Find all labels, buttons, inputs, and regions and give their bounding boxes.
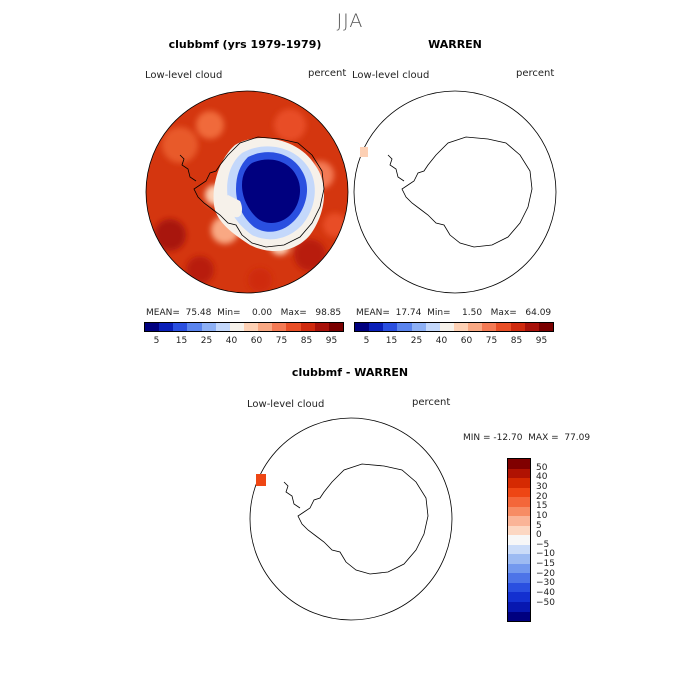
diff-colorbar-tick-label: −10 xyxy=(536,549,555,560)
diff-colorbar-tick-label: −50 xyxy=(536,597,555,608)
obs-colorbar-swatch-11 xyxy=(510,323,525,331)
diff-colorbar-swatch-3 xyxy=(508,487,530,498)
diff-panel-title: clubbmf - WARREN xyxy=(291,366,409,379)
diff-colorbar-tick-label: −40 xyxy=(536,588,555,599)
diff-colorbar-tick-label: −20 xyxy=(536,568,555,579)
diff-colorbar-tick-label: 15 xyxy=(536,501,548,512)
diff-colorbar-ticks: 50 40 30 20 15 10 5 0 −5 −10 −15 −20 −30 −40 −50 xyxy=(536,458,576,622)
model-colorbar-swatch-13 xyxy=(328,323,343,331)
diff-colorbar-tick-label: 50 xyxy=(536,462,548,473)
obs-units-label: percent xyxy=(516,68,555,79)
diff-colorbar-tick-label: 30 xyxy=(536,481,548,492)
model-variable-label: Low-level cloud xyxy=(145,70,223,81)
diff-colorbar-swatch-14 xyxy=(508,592,530,602)
obs-colorbar-tick-label: 95 xyxy=(535,336,548,346)
diff-variable-label: Low-level cloud xyxy=(247,399,325,410)
model-colorbar-swatch-0 xyxy=(145,323,160,331)
obs-colorbar-swatch-8 xyxy=(468,323,483,331)
obs-colorbar-swatch-2 xyxy=(383,323,398,331)
obs-colorbar-swatch-12 xyxy=(524,323,539,331)
season-title: JJA xyxy=(336,10,364,32)
model-colorbar-tick-label: 75 xyxy=(275,336,288,346)
model-colorbar-swatch-5 xyxy=(215,323,230,331)
model-colorbar-swatch-3 xyxy=(187,323,202,331)
diff-colorbar-swatch-11 xyxy=(508,563,530,574)
diff-polar-map xyxy=(249,417,453,621)
diff-colorbar-swatch-6 xyxy=(508,516,530,526)
obs-colorbar-tick-label: 15 xyxy=(385,336,398,346)
diff-colorbar-tick-label: −30 xyxy=(536,578,555,589)
model-colorbar xyxy=(144,322,344,332)
diff-colorbar-tick-label: 10 xyxy=(536,510,548,521)
obs-colorbar-swatch-5 xyxy=(425,323,440,331)
model-colorbar-tick-label: 85 xyxy=(300,336,313,346)
model-colorbar-swatch-12 xyxy=(314,323,329,331)
diff-minmax: MIN = -12.70 MAX = 77.09 xyxy=(463,433,591,443)
diff-units-label: percent xyxy=(412,397,451,408)
model-panel-title: clubbmf (yrs 1979-1979) xyxy=(168,38,322,51)
obs-panel-title: WARREN xyxy=(428,38,482,51)
model-colorbar-tick-label: 60 xyxy=(250,336,263,346)
model-colorbar-swatch-9 xyxy=(272,323,287,331)
diff-colorbar-swatch-5 xyxy=(508,506,530,517)
diff-colorbar-swatch-7 xyxy=(508,525,530,536)
obs-colorbar-swatch-7 xyxy=(453,323,469,331)
obs-colorbar xyxy=(354,322,554,332)
model-colorbar-swatch-8 xyxy=(258,323,273,331)
model-stats: MEAN= 75.48 Min= 0.00 Max= 98.85 xyxy=(146,308,342,318)
diff-colorbar-swatch-9 xyxy=(508,544,530,555)
model-colorbar-swatch-11 xyxy=(300,323,315,331)
model-colorbar-ticks: 5 15 25 40 60 75 85 95 xyxy=(144,336,344,348)
diff-colorbar-swatch-1 xyxy=(508,468,530,479)
obs-colorbar-swatch-0 xyxy=(355,323,370,331)
model-colorbar-swatch-6 xyxy=(229,323,244,331)
obs-colorbar-swatch-9 xyxy=(482,323,497,331)
obs-colorbar-swatch-1 xyxy=(369,323,384,331)
obs-colorbar-swatch-4 xyxy=(411,323,426,331)
diff-colorbar-swatch-15 xyxy=(508,601,530,612)
obs-colorbar-ticks: 5 15 25 40 60 75 85 95 xyxy=(354,336,554,348)
model-units-label: percent xyxy=(308,68,347,79)
diff-colorbar-tick-label: 40 xyxy=(536,472,548,483)
obs-colorbar-tick-label: 60 xyxy=(460,336,473,346)
obs-colorbar-tick-label: 25 xyxy=(410,336,423,346)
obs-polar-map xyxy=(353,90,557,294)
diff-colorbar-swatch-8 xyxy=(508,535,530,545)
diff-colorbar-swatch-13 xyxy=(508,582,530,593)
obs-colorbar-tick-label: 85 xyxy=(510,336,523,346)
obs-colorbar-swatch-10 xyxy=(496,323,511,331)
diff-colorbar-tick-label: −5 xyxy=(536,539,550,550)
diff-colorbar xyxy=(507,458,531,622)
diff-colorbar-tick-label: 5 xyxy=(536,520,542,531)
obs-colorbar-swatch-13 xyxy=(538,323,553,331)
diff-colorbar-tick-label: 0 xyxy=(536,530,542,541)
model-colorbar-tick-label: 40 xyxy=(225,336,238,346)
diff-colorbar-swatch-4 xyxy=(508,497,530,507)
model-colorbar-tick-label: 95 xyxy=(325,336,338,346)
diff-colorbar-tick-label: 20 xyxy=(536,491,548,502)
diff-colorbar-swatch-12 xyxy=(508,573,530,583)
diff-colorbar-tick-label: −15 xyxy=(536,559,555,570)
obs-colorbar-swatch-6 xyxy=(439,323,454,331)
obs-colorbar-swatch-3 xyxy=(397,323,412,331)
model-colorbar-tick-label: 5 xyxy=(153,336,160,346)
diff-colorbar-swatch-10 xyxy=(508,554,530,564)
model-colorbar-tick-label: 25 xyxy=(200,336,213,346)
obs-stats: MEAN= 17.74 Min= 1.50 Max= 64.09 xyxy=(356,308,552,318)
obs-colorbar-tick-label: 5 xyxy=(363,336,370,346)
model-polar-map xyxy=(145,90,349,294)
diff-colorbar-swatch-0 xyxy=(508,459,530,469)
model-colorbar-swatch-4 xyxy=(201,323,216,331)
obs-colorbar-tick-label: 40 xyxy=(435,336,448,346)
model-colorbar-swatch-7 xyxy=(243,323,259,331)
obs-colorbar-tick-label: 75 xyxy=(485,336,498,346)
obs-variable-label: Low-level cloud xyxy=(352,70,430,81)
model-colorbar-swatch-10 xyxy=(286,323,301,331)
model-colorbar-tick-label: 15 xyxy=(175,336,188,346)
model-colorbar-swatch-2 xyxy=(173,323,188,331)
model-colorbar-swatch-1 xyxy=(159,323,174,331)
diff-colorbar-swatch-16 xyxy=(508,611,530,622)
diff-colorbar-swatch-2 xyxy=(508,478,530,488)
